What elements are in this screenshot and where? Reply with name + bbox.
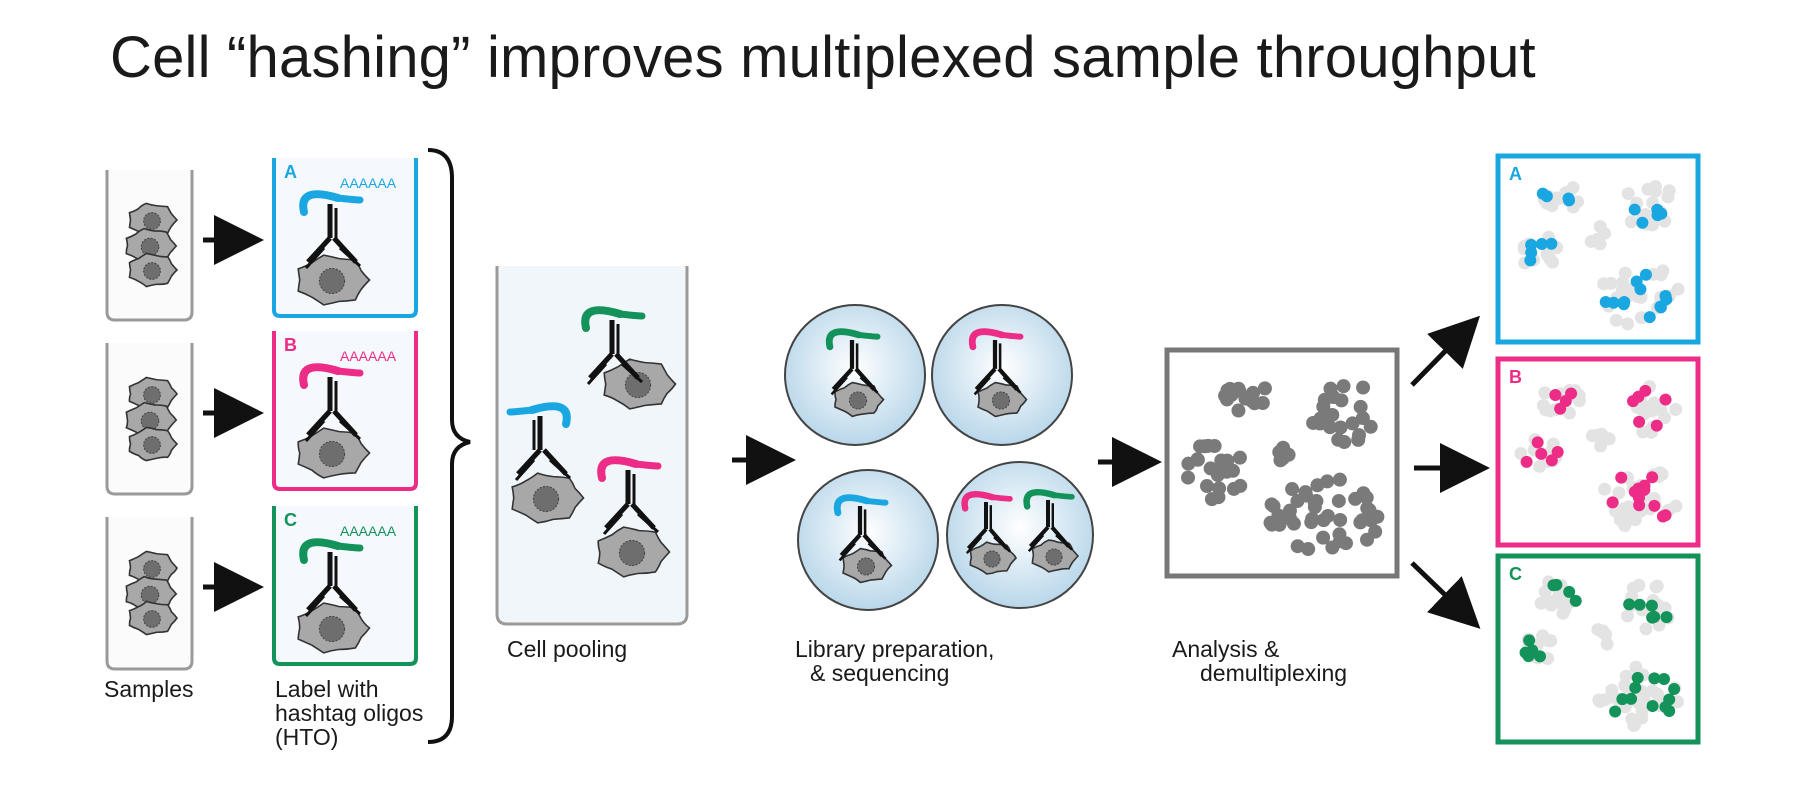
hto-panel-c: C AAAAAA — [274, 506, 416, 664]
sample-cells-c — [126, 551, 177, 634]
result-panel-a: A — [1498, 156, 1698, 342]
polya-tail: AAAAAA — [340, 523, 397, 539]
analysis-label-line-1: Analysis & — [1172, 636, 1279, 662]
hto-panel-letter: B — [284, 335, 297, 355]
grouping-brace — [428, 150, 470, 742]
droplet-4 — [947, 462, 1093, 608]
result-panel-letter: A — [1509, 164, 1522, 184]
pooling-tube — [497, 266, 687, 624]
droplet-1 — [785, 305, 925, 445]
result-panel-letter: B — [1509, 367, 1522, 387]
label-hto-line-2: hashtag oligos — [275, 700, 423, 726]
hto-panel-b: B AAAAAA — [274, 331, 416, 489]
result-panel-letter: C — [1509, 564, 1522, 584]
droplet-2 — [932, 305, 1072, 445]
sample-to-label-arrows — [203, 240, 244, 587]
label-hto-line-1: Label with — [275, 676, 379, 702]
polya-tail: AAAAAA — [340, 175, 397, 191]
cell-pooling-label: Cell pooling — [507, 636, 627, 662]
droplet-3 — [798, 470, 938, 610]
hto-panel-letter: A — [284, 162, 297, 182]
hto-panel-a: AAAAAAA — [274, 158, 416, 316]
library-label-line-1: Library preparation, — [795, 636, 994, 662]
library-label-line-2: & sequencing — [810, 660, 949, 686]
hto-panel-letter: C — [284, 510, 297, 530]
demux-arrows — [1412, 330, 1470, 615]
label-hto-line-3: (HTO) — [275, 724, 338, 750]
result-panel-c: C — [1498, 556, 1698, 742]
analysis-label-line-2: demultiplexing — [1200, 660, 1347, 686]
sample-cells-b — [126, 377, 177, 460]
samples-label: Samples — [104, 676, 193, 702]
sample-cells-a — [126, 203, 177, 286]
polya-tail: AAAAAA — [340, 348, 397, 364]
result-panel-b: B — [1498, 359, 1698, 545]
